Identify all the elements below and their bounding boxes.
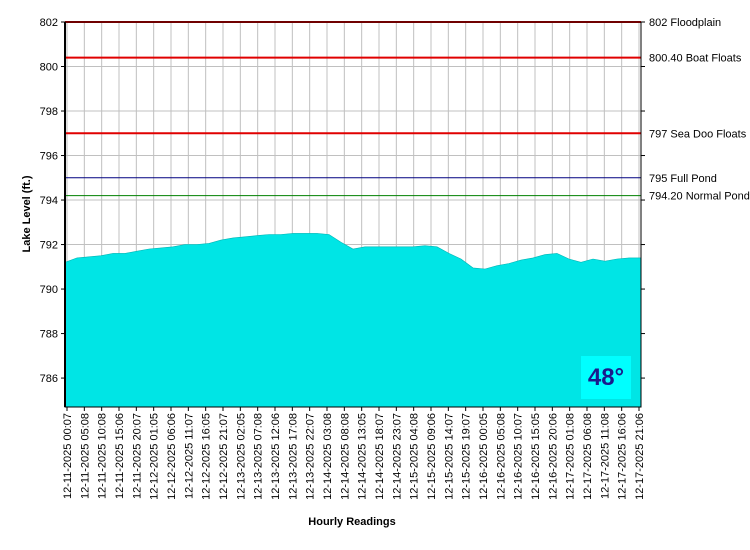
x-tick-label: 12-17-2025 21:06 [634,413,646,500]
x-tick-labels: 12-11-2025 00:07 12-11-2025 05:08 12-11-20… [62,407,646,500]
y-axis-title: Lake Level (ft.) [21,175,33,252]
x-tick-label: 12-17-2025 11:08 [599,413,611,499]
reference-line-label: 794.20 Normal Pond [649,191,750,203]
y-tick-label: 802 [40,17,58,29]
x-tick-label: 12-11-2025 15:06 [114,413,126,499]
x-tick-label: 12-11-2025 05:08 [79,413,91,499]
x-tick-label: 12-15-2025 14:07 [443,413,455,500]
x-tick-label: 12-13-2025 12:06 [270,413,282,500]
x-tick-label: 12-14-2025 23:07 [391,413,403,500]
y-tick-label: 790 [40,284,58,296]
y-tick-label: 800 [40,62,58,74]
x-tick-label: 12-16-2025 00:05 [478,413,490,500]
x-tick-label: 12-16-2025 10:07 [513,413,525,500]
reference-line-label: 795 Full Pond [649,173,717,185]
x-tick-label: 12-12-2025 11:07 [183,413,195,499]
x-tick-label: 12-13-2025 07:08 [253,413,265,500]
x-axis-title: Hourly Readings [308,516,395,528]
axes [64,21,642,408]
y-tick-label: 798 [40,106,58,118]
x-tick-label: 12-11-2025 20:07 [131,413,143,499]
x-tick-label: 12-15-2025 19:07 [461,413,473,500]
x-tick-label: 12-17-2025 01:08 [565,413,577,500]
reference-line-label: 802 Floodplain [649,17,721,29]
x-tick-label: 12-16-2025 05:08 [495,413,507,500]
x-tick-label: 12-16-2025 15:05 [530,413,542,500]
y-tick-label: 794 [40,195,58,207]
x-tick-label: 12-14-2025 08:08 [339,413,351,500]
x-tick-label: 12-15-2025 04:08 [409,413,421,500]
x-tick-label: 12-12-2025 21:07 [218,413,230,500]
series-area-fill [64,233,642,408]
x-tick-label: 12-17-2025 06:08 [582,413,594,500]
x-tick-label: 12-12-2025 06:06 [166,413,178,500]
y-tick-label: 792 [40,240,58,252]
x-tick-label: 12-14-2025 18:07 [374,413,386,500]
x-tick-label: 12-12-2025 01:05 [149,413,161,500]
reference-line-label: 800.40 Boat Floats [649,53,742,65]
x-tick-label: 12-16-2025 20:06 [547,413,559,500]
y-tick-labels: 786 788 790 792 794 796 798 800 802 [40,17,645,385]
y-tick-label: 786 [40,373,58,385]
reference-line-labels: 802 Floodplain 800.40 Boat Floats 797 Sea … [649,17,750,203]
temperature-badge: 48° [581,356,631,399]
x-tick-label: 12-15-2025 09:06 [426,413,438,500]
x-tick-label: 12-13-2025 22:07 [305,413,317,500]
x-tick-label: 12-11-2025 10:08 [97,413,109,499]
x-tick-label: 12-12-2025 16:05 [201,413,213,500]
series-area [64,233,642,408]
x-tick-label: 12-14-2025 03:08 [322,413,334,500]
reference-line-label: 797 Sea Doo Floats [649,128,747,140]
x-tick-label: 12-13-2025 17:08 [287,413,299,500]
x-tick-label: 12-11-2025 00:07 [62,413,74,499]
y-tick-label: 796 [40,151,58,163]
y-tick-label: 788 [40,329,58,341]
x-tick-label: 12-14-2025 13:05 [357,413,369,500]
x-tick-label: 12-17-2025 16:06 [617,413,629,500]
x-tick-label: 12-13-2025 02:05 [235,413,247,500]
